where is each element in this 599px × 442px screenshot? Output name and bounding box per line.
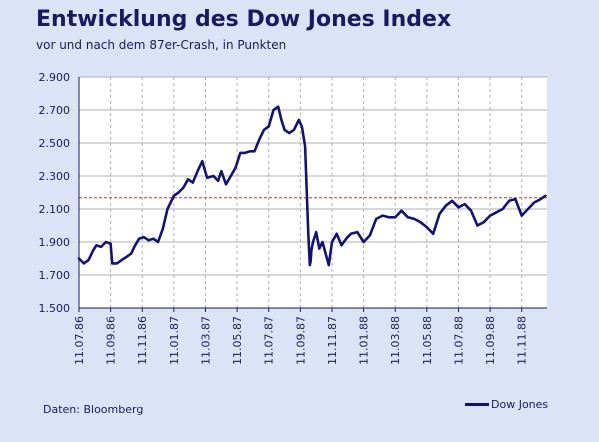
x-tick-label: 11.07.86 [73, 316, 86, 365]
x-tick-label: 11.09.87 [294, 316, 307, 365]
x-tick-label: 11.11.86 [136, 316, 149, 365]
x-tick-label: 11.03.87 [199, 316, 212, 365]
x-tick-label: 11.07.88 [452, 316, 465, 365]
x-tick-label: 11.05.88 [421, 316, 434, 365]
legend-label: Dow Jones [491, 398, 549, 411]
series-line-dow-jones [77, 105, 547, 267]
y-tick-label: 2.900 [39, 71, 71, 84]
legend: Dow Jones [465, 398, 548, 411]
y-tick-label: 1.700 [39, 269, 71, 282]
y-tick-label: 2.700 [39, 104, 71, 117]
x-tick-label: 11.09.88 [484, 316, 497, 365]
y-tick-label: 1.500 [39, 302, 71, 315]
y-tick-label: 2.500 [39, 137, 71, 150]
x-tick-label: 11.07.87 [263, 316, 276, 365]
y-tick-label: 1.900 [39, 236, 71, 249]
x-tick-label: 11.09.86 [105, 316, 118, 365]
x-tick-label: 11.01.87 [168, 316, 181, 365]
chart-title: Entwicklung des Dow Jones Index [36, 7, 452, 32]
y-tick-label: 2.300 [39, 170, 71, 183]
y-tick-label: 2.100 [39, 203, 71, 216]
data-source-note: Daten: Bloomberg [43, 403, 144, 416]
x-tick-label: 11.05.87 [231, 316, 244, 365]
x-tick-label: 11.03.88 [389, 316, 402, 365]
x-tick-label: 11.11.88 [516, 316, 529, 365]
plot-background [79, 77, 547, 308]
chart-subtitle: vor und nach dem 87er-Crash, in Punkten [36, 38, 287, 52]
x-tick-label: 11.01.88 [358, 316, 371, 365]
legend-line-swatch [465, 403, 489, 406]
x-tick-label: 11.11.87 [326, 316, 339, 365]
